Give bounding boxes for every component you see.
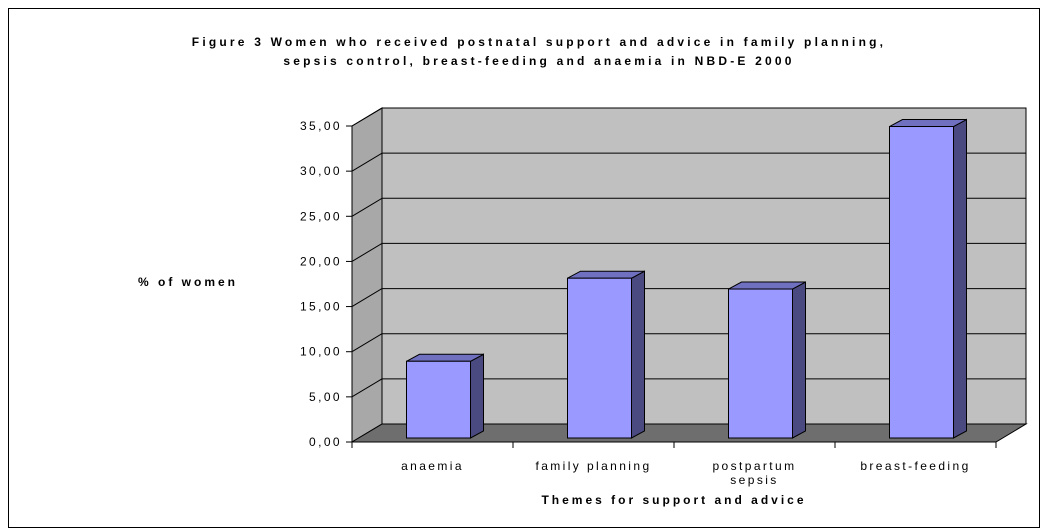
- gridline-side: [351, 288, 383, 308]
- y-tick-label: 10,00: [300, 345, 342, 359]
- bar-chart: Figure 3 Women who received postnatal su…: [138, 35, 1028, 507]
- bar: [889, 126, 954, 439]
- y-tick-label: 5,00: [309, 390, 342, 404]
- x-axis-label: Themes for support and advice: [541, 493, 806, 507]
- chart-title-line-2: sepsis control, breast-feeding and anaem…: [283, 54, 794, 68]
- bar: [728, 288, 793, 439]
- gridline-side: [351, 107, 383, 127]
- gridline-side: [351, 333, 383, 353]
- x-tick-label: anaemia: [401, 459, 464, 473]
- x-tick-label: breast-feeding: [860, 459, 970, 473]
- gridline-side: [351, 378, 383, 398]
- bar-side: [470, 353, 484, 439]
- bar: [406, 360, 471, 439]
- bar-top: [406, 353, 484, 362]
- x-tick-label: sepsis: [730, 473, 778, 487]
- x-tick-label: family planning: [535, 459, 651, 473]
- bar: [567, 277, 632, 439]
- y-tick-label: 30,00: [300, 164, 342, 178]
- y-tick-label: 0,00: [309, 435, 342, 449]
- plot-area: 0,00 5,00 10,00 15,00 20,00 25,00 30,00 35,00 an…: [300, 107, 1028, 487]
- gridline-side: [351, 197, 383, 217]
- chart-title-line-1: Figure 3 Women who received postnatal su…: [192, 35, 886, 49]
- gridline-side: [351, 242, 383, 262]
- y-tick-label: 20,00: [300, 254, 342, 268]
- y-tick-label: 15,00: [300, 300, 342, 314]
- bar-side: [953, 118, 967, 439]
- y-tick-label: 25,00: [300, 209, 342, 223]
- bar-top: [728, 281, 806, 290]
- y-axis-label: % of women: [138, 275, 238, 289]
- bar-side: [792, 281, 806, 439]
- x-tick-label: postpartum: [712, 459, 796, 473]
- bar-side: [631, 270, 645, 439]
- chart-frame: Figure 3 Women who received postnatal su…: [8, 8, 1040, 528]
- bar-top: [567, 270, 645, 279]
- bar-top: [889, 119, 967, 128]
- side-wall: [351, 107, 383, 443]
- gridline-side: [351, 152, 383, 172]
- y-tick-label: 35,00: [300, 119, 342, 133]
